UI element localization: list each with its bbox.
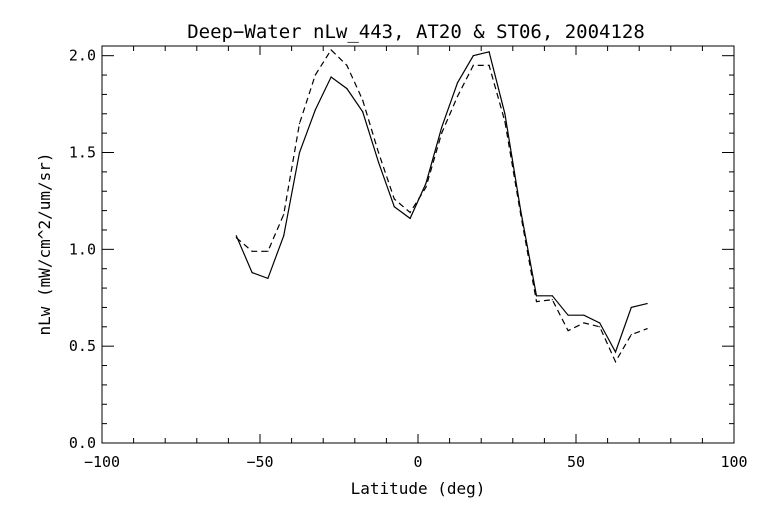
x-tick-label: 0 bbox=[413, 453, 422, 471]
data-point bbox=[599, 322, 601, 324]
data-point bbox=[298, 151, 301, 154]
data-point bbox=[488, 64, 490, 66]
data-point bbox=[504, 113, 506, 115]
x-axis: −100 −50 0 50 100 bbox=[84, 46, 748, 471]
data-point bbox=[314, 109, 316, 111]
data-point bbox=[298, 122, 301, 125]
data-point bbox=[646, 328, 648, 330]
x-tick-label: 50 bbox=[567, 453, 585, 471]
y-tick-label: 1.0 bbox=[69, 240, 96, 258]
data-point bbox=[599, 326, 601, 328]
data-point bbox=[456, 95, 459, 97]
plot-series bbox=[235, 48, 648, 364]
data-point bbox=[393, 198, 395, 200]
y-tick-label: 0.5 bbox=[69, 337, 96, 355]
data-point bbox=[583, 314, 585, 316]
data-point bbox=[283, 213, 285, 216]
data-point bbox=[283, 235, 285, 237]
data-point bbox=[441, 132, 443, 134]
y-axis-label: nLw (mW/cm^2/um/sr) bbox=[35, 152, 54, 335]
series-line-solid bbox=[235, 51, 648, 354]
data-point bbox=[377, 151, 380, 154]
x-tick-label: −50 bbox=[246, 453, 273, 471]
data-point bbox=[488, 51, 490, 53]
data-point bbox=[535, 301, 538, 303]
data-point bbox=[393, 206, 395, 208]
data-point bbox=[425, 182, 427, 185]
data-point bbox=[330, 49, 332, 51]
x-tick-label: −100 bbox=[84, 453, 120, 471]
data-point bbox=[346, 64, 348, 66]
data-point bbox=[472, 55, 474, 57]
data-point bbox=[630, 333, 632, 336]
data-point bbox=[441, 126, 443, 128]
data-point bbox=[472, 64, 474, 66]
data-point bbox=[567, 314, 569, 316]
data-point bbox=[330, 76, 332, 78]
y-tick-label: 0.0 bbox=[69, 434, 96, 452]
data-point bbox=[362, 99, 364, 101]
data-point bbox=[551, 295, 553, 297]
data-point bbox=[362, 111, 364, 113]
series-line-dashed bbox=[235, 48, 648, 364]
data-point bbox=[535, 295, 538, 297]
x-axis-label: Latitude (deg) bbox=[351, 479, 486, 498]
data-point bbox=[567, 330, 569, 332]
data-point bbox=[346, 88, 348, 90]
data-point bbox=[314, 74, 316, 76]
data-point bbox=[235, 235, 237, 237]
data-point bbox=[614, 361, 617, 363]
data-point bbox=[583, 322, 585, 324]
data-point bbox=[235, 237, 237, 239]
data-point bbox=[551, 299, 553, 301]
data-point bbox=[409, 217, 411, 219]
y-tick-label: 2.0 bbox=[69, 47, 96, 65]
data-point bbox=[251, 250, 253, 252]
y-tick-label: 1.5 bbox=[69, 144, 96, 162]
y-axis: 0.0 0.5 1.0 1.5 2.0 bbox=[69, 47, 734, 452]
data-point bbox=[630, 306, 632, 309]
plot-frame bbox=[101, 45, 735, 444]
data-point bbox=[646, 302, 648, 305]
data-point bbox=[267, 250, 269, 252]
data-point bbox=[520, 213, 522, 216]
chart-title: Deep−Water nLw_443, AT20 & ST06, 2004128 bbox=[187, 21, 645, 43]
data-point bbox=[267, 277, 269, 279]
data-point bbox=[251, 271, 253, 274]
data-point bbox=[425, 186, 427, 188]
data-point bbox=[614, 351, 617, 353]
data-point bbox=[377, 161, 380, 163]
x-tick-label: 100 bbox=[720, 453, 747, 471]
data-point bbox=[409, 211, 411, 214]
data-point bbox=[456, 82, 459, 84]
data-point bbox=[504, 120, 506, 123]
